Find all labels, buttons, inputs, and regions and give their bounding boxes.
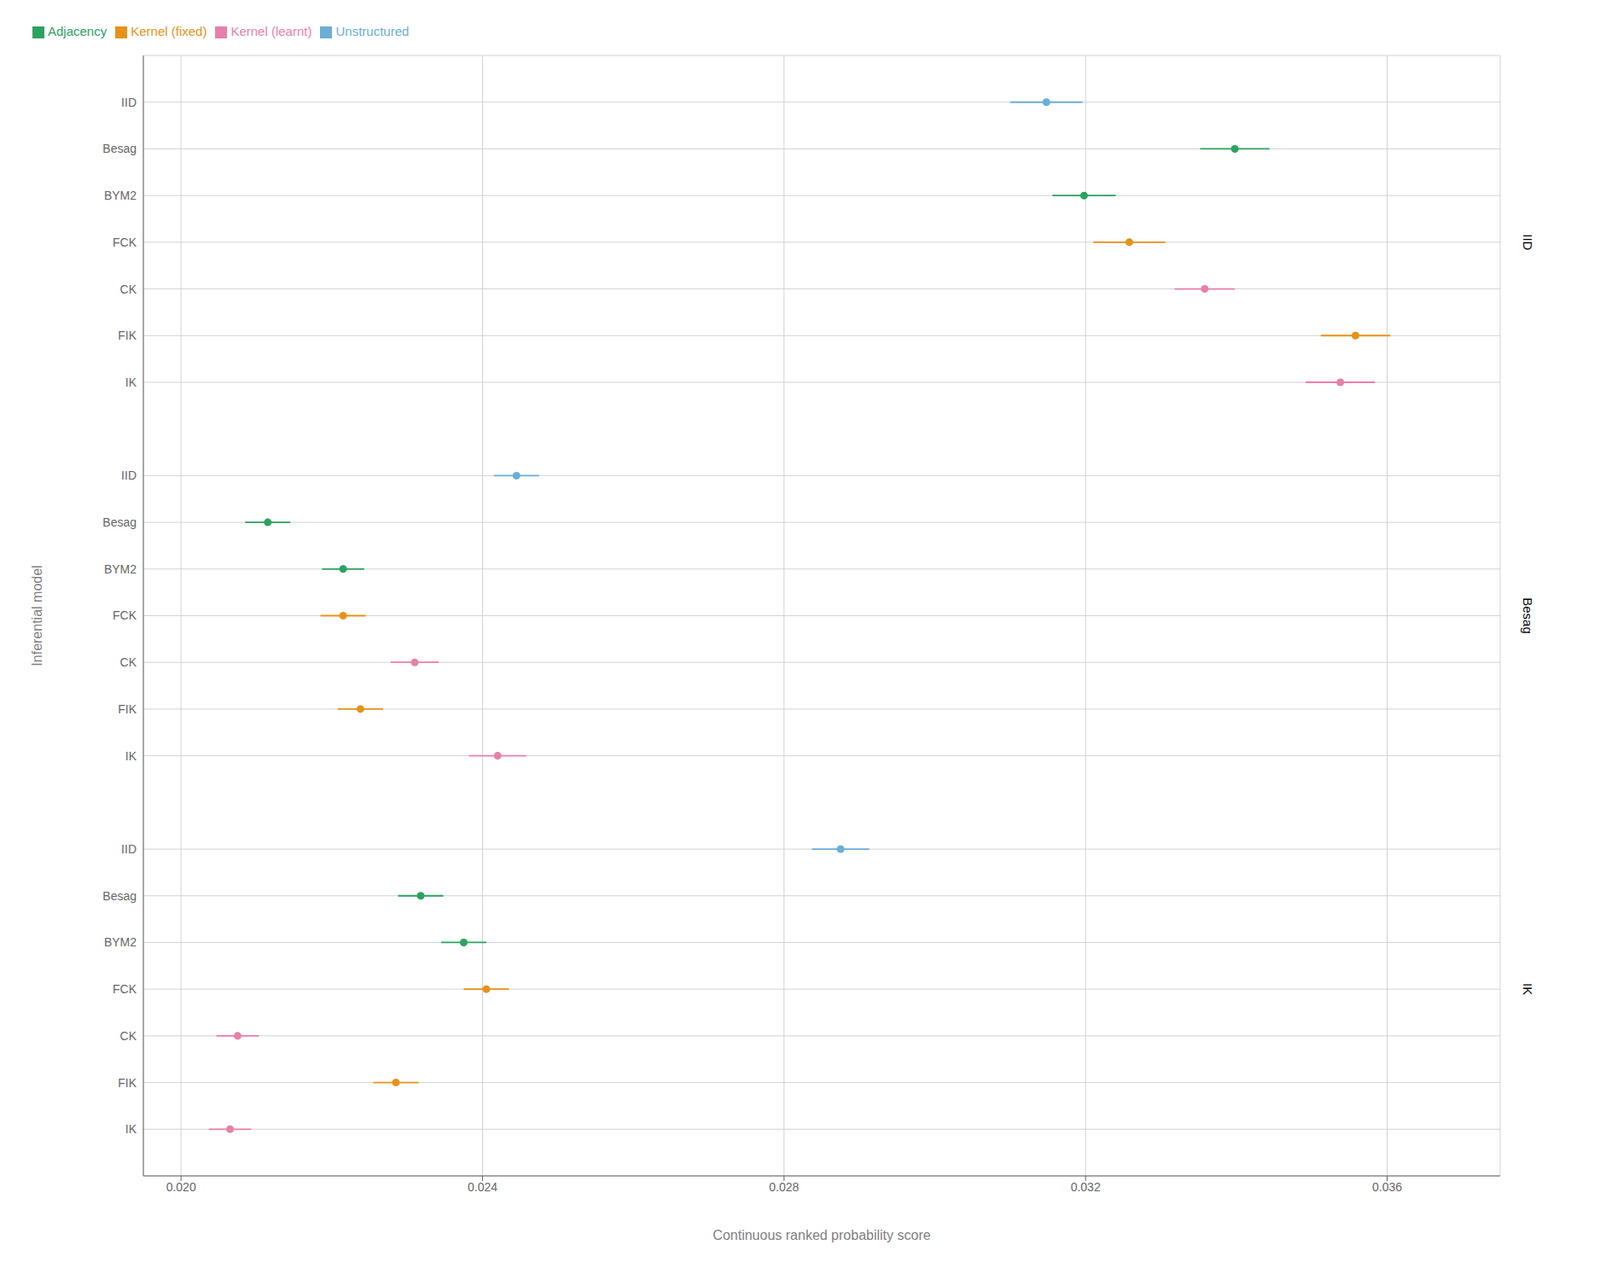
svg-text:BYM2: BYM2 xyxy=(104,935,137,949)
html-text:Unstructured: Unstructured xyxy=(335,23,410,39)
svg-text:CK: CK xyxy=(120,1029,138,1043)
svg-text:CK: CK xyxy=(120,655,138,670)
svg-text:FCK: FCK xyxy=(112,608,138,623)
svg-text:CK: CK xyxy=(120,282,138,297)
svg-text:Besag: Besag xyxy=(102,889,137,903)
html-text:Kernel (learnt): Kernel (learnt) xyxy=(230,23,312,39)
svg-text:FIK: FIK xyxy=(117,328,137,343)
svg-text:Inferential model: Inferential model xyxy=(29,564,45,666)
svg-text:BYM2: BYM2 xyxy=(104,188,137,203)
svg-text:0.020: 0.020 xyxy=(166,1180,197,1194)
svg-text:0.036: 0.036 xyxy=(1372,1180,1403,1194)
svg-text:IID: IID xyxy=(121,468,137,483)
svg-text:IK: IK xyxy=(125,375,138,390)
svg-text:Besag: Besag xyxy=(1520,597,1536,635)
svg-text:0.028: 0.028 xyxy=(768,1180,799,1194)
html-text:Kernel (fixed): Kernel (fixed) xyxy=(130,23,207,39)
svg-text:0.032: 0.032 xyxy=(1070,1180,1101,1194)
svg-text:BYM2: BYM2 xyxy=(104,562,137,576)
svg-text:IK: IK xyxy=(125,749,138,763)
html-text:Adjacency: Adjacency xyxy=(47,23,107,39)
svg-text:IK: IK xyxy=(125,1122,138,1136)
svg-text:IID: IID xyxy=(1520,233,1536,251)
svg-text:FIK: FIK xyxy=(117,702,137,716)
svg-text:IID: IID xyxy=(121,842,137,856)
svg-text:Continuous ranked probability: Continuous ranked probability score xyxy=(712,1227,931,1243)
svg-text:IID: IID xyxy=(121,95,137,110)
svg-text:FIK: FIK xyxy=(117,1076,137,1090)
svg-text:IK: IK xyxy=(1520,983,1536,995)
svg-text:Besag: Besag xyxy=(102,141,137,156)
svg-text:FCK: FCK xyxy=(112,982,138,996)
svg-text:Besag: Besag xyxy=(102,515,137,530)
svg-text:FCK: FCK xyxy=(112,235,138,250)
svg-text:0.024: 0.024 xyxy=(467,1180,498,1194)
